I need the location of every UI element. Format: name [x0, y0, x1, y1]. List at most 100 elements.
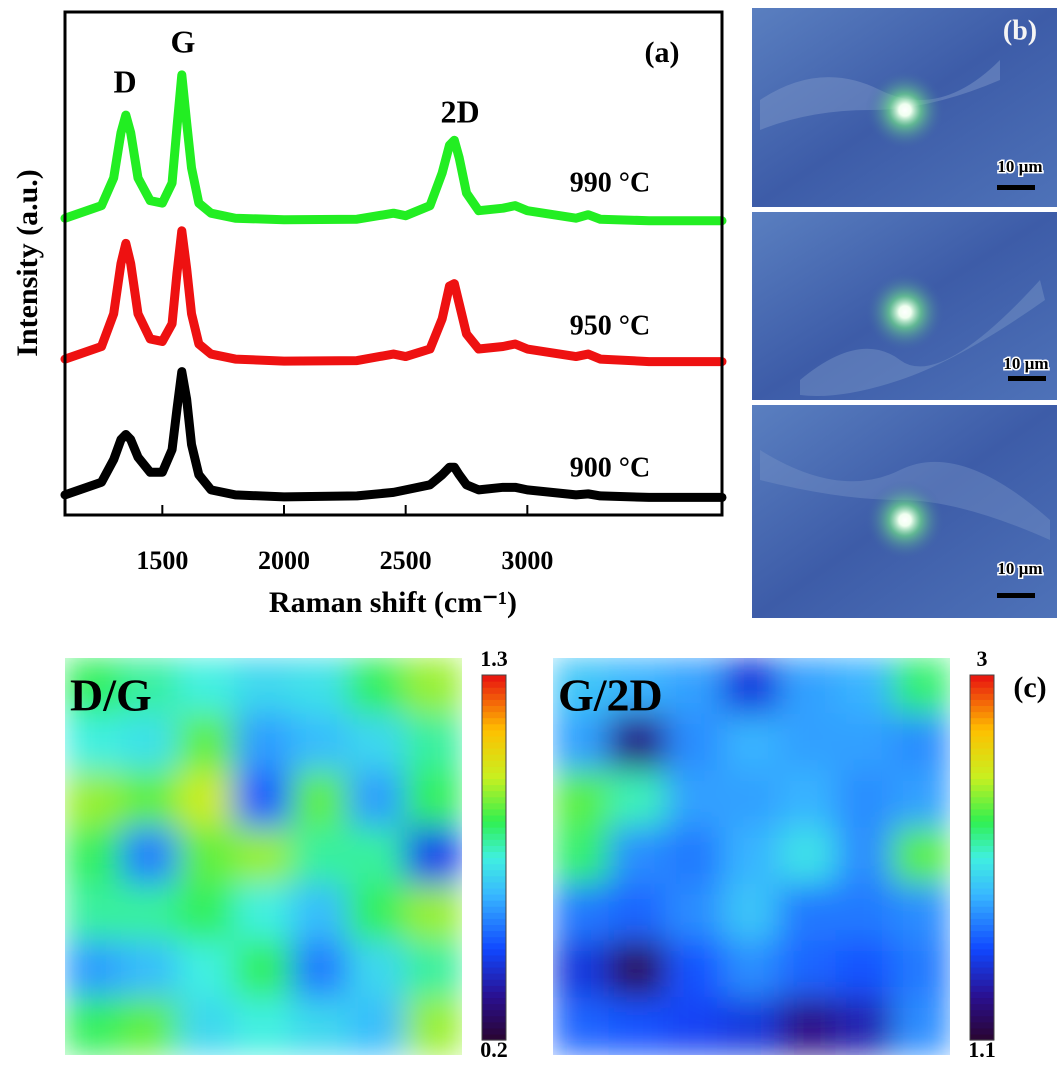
colorbar-segment	[482, 784, 506, 792]
heatmap-cell	[290, 997, 350, 1055]
colorbar-segment	[482, 754, 506, 761]
heatmap-cell	[665, 770, 725, 830]
colorbar-segment	[970, 796, 994, 804]
colorbar-segment	[482, 814, 506, 822]
colorbar-segment	[970, 808, 994, 816]
colorbar-segment	[482, 1009, 506, 1017]
heatmap-cell	[835, 658, 895, 716]
heatmap-cell	[553, 713, 611, 773]
colorbar-segment	[970, 766, 994, 773]
heatmap-cell	[120, 713, 180, 773]
colorbar-segment	[970, 790, 994, 798]
colorbar-label: 1.3	[480, 646, 508, 671]
heatmap-cell	[65, 940, 123, 1000]
colorbar-segment	[970, 748, 994, 755]
colorbar-segment	[970, 723, 994, 731]
heatmap-cell	[722, 713, 781, 773]
laser-spot	[865, 480, 945, 560]
colorbar-segment	[482, 796, 506, 804]
colorbar-segment	[970, 711, 994, 719]
heatmap	[65, 658, 462, 1055]
colorbar-segment	[482, 906, 506, 913]
heatmap-cell	[608, 940, 668, 1000]
heatmap-cell	[778, 713, 838, 773]
heatmap-cell	[892, 997, 950, 1055]
colorbar-segment	[482, 687, 506, 694]
heatmap-cell	[778, 997, 838, 1055]
colorbar-segment	[970, 1021, 994, 1029]
heatmap-cell	[65, 713, 123, 773]
heatmap-cell	[347, 883, 407, 943]
colorbar-segment	[970, 754, 994, 761]
colorbar-segment	[482, 918, 506, 926]
colorbar-segment	[970, 735, 994, 743]
colorbar-segment	[482, 936, 506, 944]
colorbar-segment	[970, 778, 994, 786]
heatmap-cell	[290, 940, 350, 1000]
heatmap-cell	[722, 770, 781, 830]
colorbar-segment	[482, 760, 506, 767]
colorbar-segment	[970, 1033, 994, 1041]
heatmap-cell	[835, 827, 895, 886]
colorbar-segment	[970, 869, 994, 877]
colorbar-segment	[482, 954, 506, 962]
colorbar-segment	[970, 693, 994, 700]
colorbar-segment	[482, 973, 506, 980]
spectrum	[60, 70, 727, 226]
colorbar-segment	[482, 748, 506, 755]
colorbar-segment	[970, 741, 994, 749]
colorbar-segment	[970, 894, 994, 901]
colorbar-segment	[482, 833, 506, 840]
colorbar-segment	[970, 930, 994, 938]
heatmap-cell	[778, 658, 838, 716]
heatmap-cell	[177, 883, 237, 943]
colorbar-segment	[970, 821, 994, 828]
colorbar-segment	[970, 912, 994, 919]
texture	[800, 280, 1045, 396]
colorbar-segment	[482, 808, 506, 816]
heatmap-cell	[234, 883, 293, 943]
heatmap-cell	[347, 713, 407, 773]
heatmap-cell	[665, 997, 725, 1055]
colorbar-segment	[970, 772, 994, 780]
heatmap-cell	[892, 940, 950, 1000]
heatmap-cell	[290, 658, 350, 716]
heatmap-cell	[65, 770, 123, 830]
colorbar-segment	[482, 991, 506, 999]
series-label: 990 °C	[570, 167, 650, 198]
colorbar-segment	[970, 875, 994, 883]
spectrum	[60, 226, 727, 367]
colorbar-segment	[482, 948, 506, 956]
heatmap-cell	[120, 658, 180, 716]
colorbar-segment	[482, 675, 506, 682]
colorbar-segment	[482, 741, 506, 749]
heatmap-cell	[234, 827, 293, 886]
colorbar-segment	[970, 918, 994, 926]
heatmap-cell	[553, 940, 611, 1000]
heatmap-cell	[120, 827, 180, 886]
heatmap-cell	[553, 883, 611, 943]
laser-spot	[865, 70, 945, 150]
colorbar-segment	[970, 827, 994, 834]
scale-label: 10 µm	[997, 559, 1042, 578]
colorbar-segment	[970, 954, 994, 962]
heatmap-cell	[234, 940, 293, 1000]
colorbar-segment	[970, 967, 994, 974]
heatmap-cell	[120, 770, 180, 830]
colorbar-segment	[970, 833, 994, 840]
colorbar-segment	[482, 699, 506, 707]
heatmap-cell	[290, 713, 350, 773]
annotation: (a)	[645, 36, 680, 69]
series-label: 950 °C	[570, 310, 650, 341]
heatmap-cell	[892, 770, 950, 830]
heatmap-cell	[553, 658, 611, 716]
heatmap-cell	[120, 997, 180, 1055]
colorbar-segment	[482, 711, 506, 719]
colorbar-segment	[970, 699, 994, 707]
heatmap-cell	[722, 883, 781, 943]
colorbar-segment	[482, 912, 506, 919]
heatmap-cell	[835, 883, 895, 943]
heatmap-cell	[608, 770, 668, 830]
colorbar-segment	[970, 784, 994, 792]
heatmap-cell	[608, 827, 668, 886]
